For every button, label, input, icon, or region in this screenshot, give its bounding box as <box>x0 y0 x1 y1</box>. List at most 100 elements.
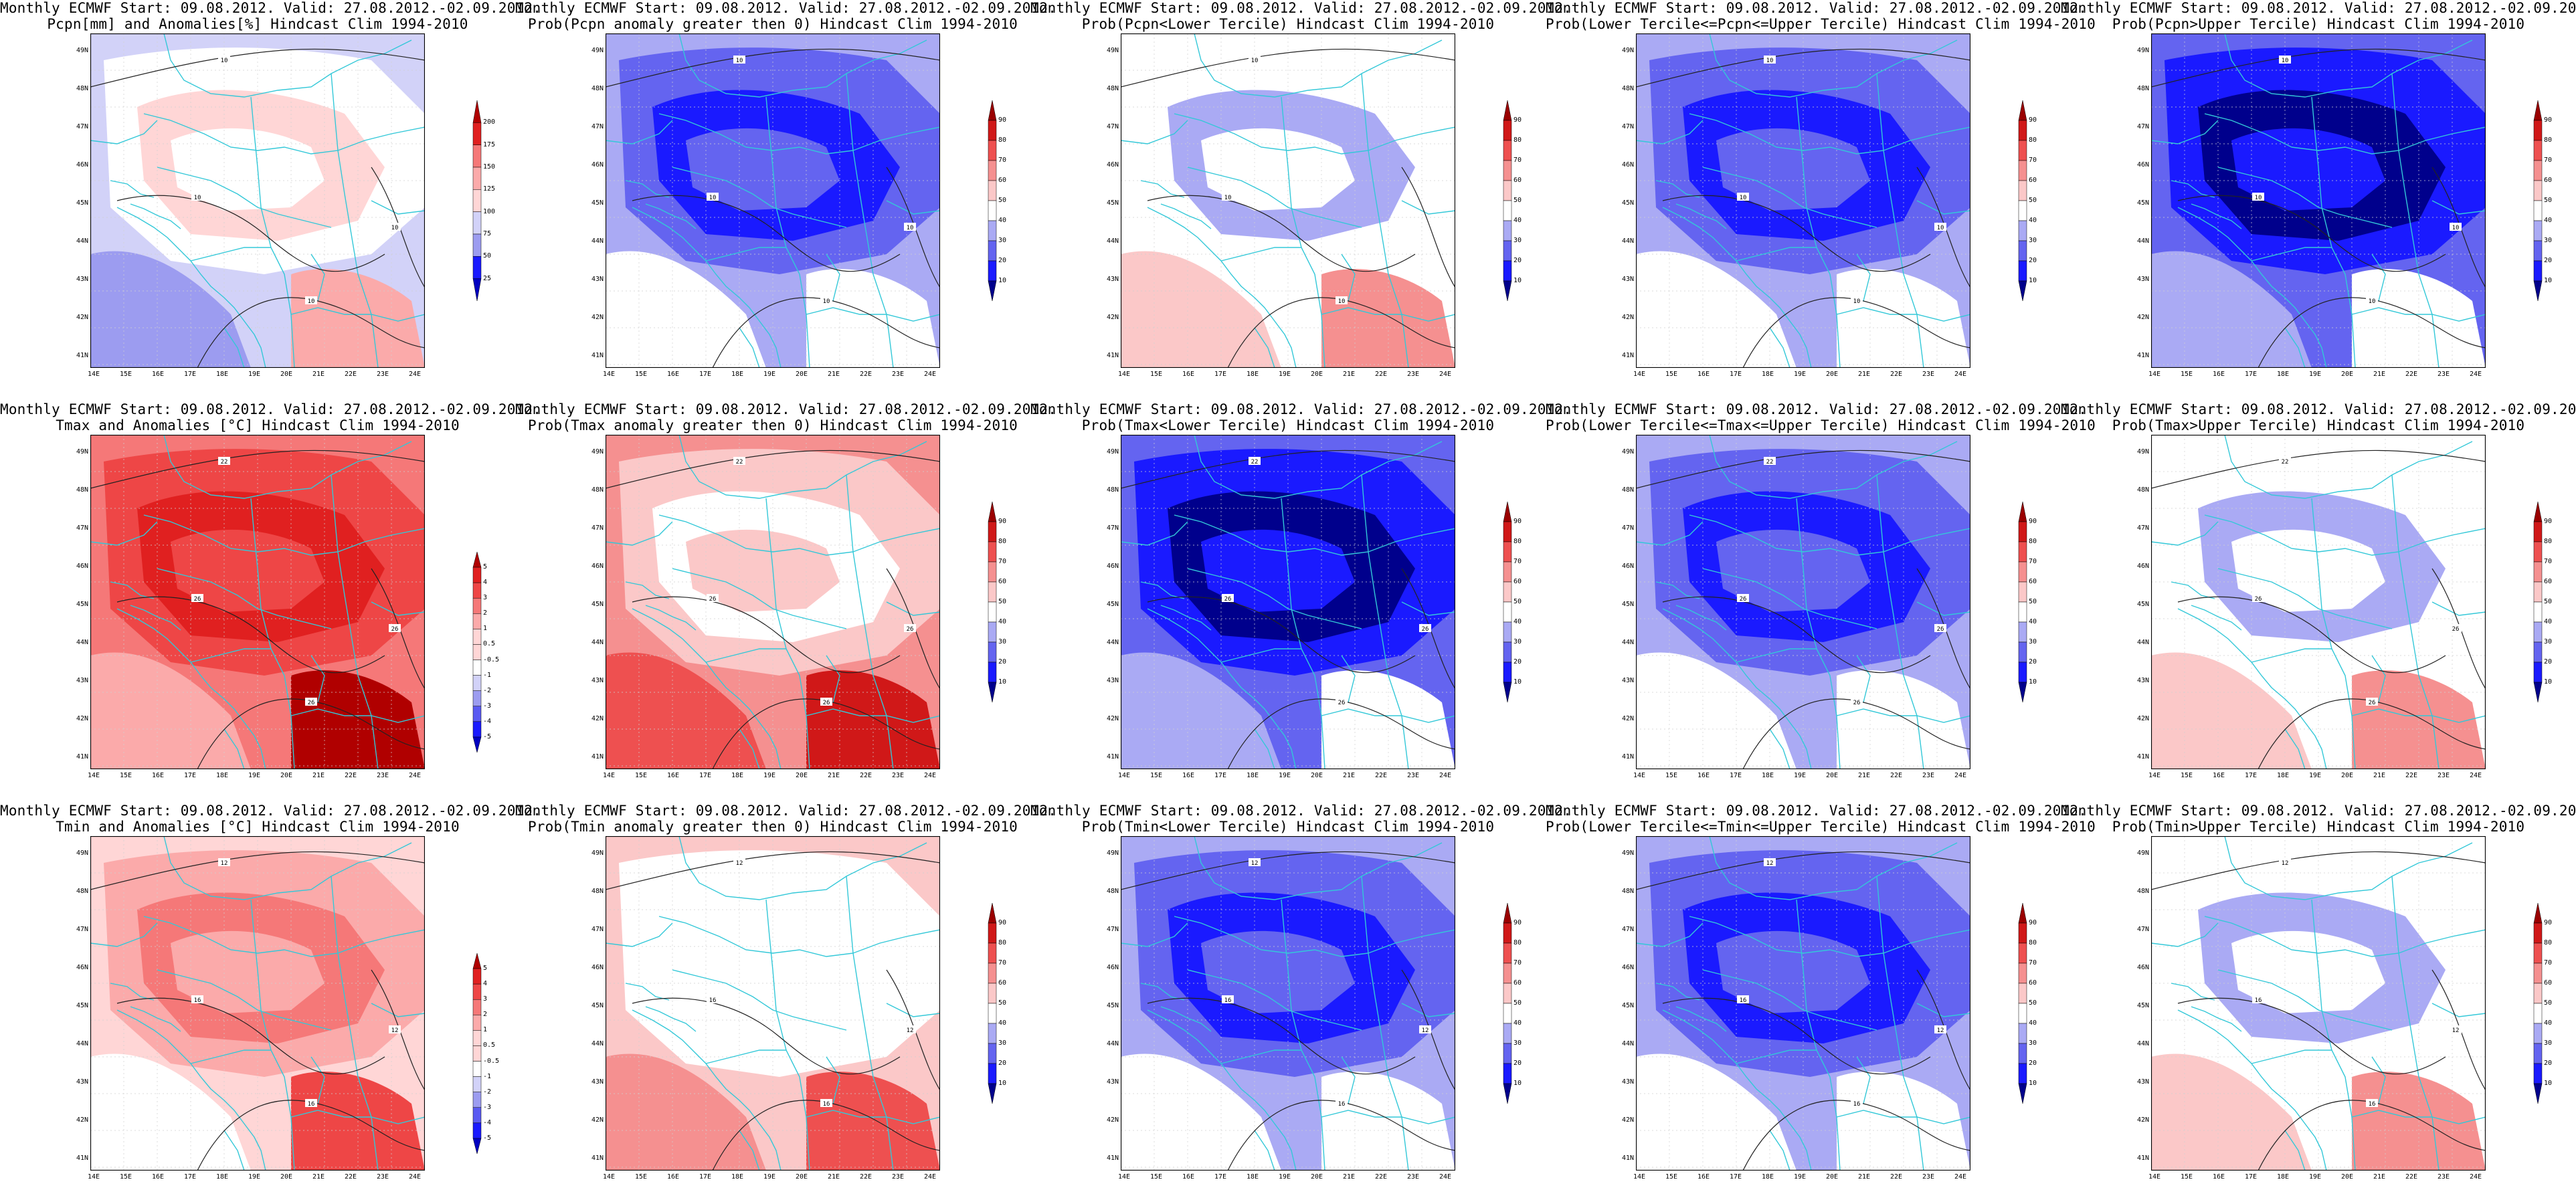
lon-tick-label: 17E <box>1729 1173 1742 1181</box>
colorbar-label: 90 <box>998 116 1007 124</box>
coastline <box>1675 203 1727 229</box>
lon-tick-label: 16E <box>151 371 165 378</box>
coastline <box>116 608 266 769</box>
lat-tick-label: 42N <box>76 314 88 321</box>
contour-label-bg <box>389 223 401 231</box>
lon-tick-label: 23E <box>1406 772 1420 779</box>
lon-tick-label: 16E <box>666 1173 680 1181</box>
lon-tick-label: 14E <box>1117 371 1131 378</box>
colorbar-swatch <box>2018 561 2027 583</box>
lon-tick-label: 19E <box>2308 1173 2322 1181</box>
colorbar-swatch <box>472 211 482 235</box>
map-plot-area: 22 26 26 26 <box>2151 435 2486 769</box>
lon-tick-label: 24E <box>923 371 937 378</box>
lat-tick-label: 47N <box>2136 524 2149 532</box>
map-plot-area: 22 26 26 26 <box>606 435 940 769</box>
contour-line <box>2151 449 2486 489</box>
contour-label-bg <box>904 1025 916 1033</box>
map-plot-area: 12 16 16 12 <box>606 836 940 1171</box>
lon-tick-label: 17E <box>183 772 197 779</box>
colorbar-swatch <box>472 629 482 645</box>
lon-tick-label: 18E <box>1761 371 1774 378</box>
colorbar-swatch <box>1503 200 1512 221</box>
colorbar-label: 30 <box>2029 237 2037 244</box>
contour-label-bg <box>1249 858 1261 866</box>
coastline <box>632 1009 781 1171</box>
shaded-region <box>1716 930 1870 1013</box>
lat-tick-label: 49N <box>1621 448 1634 456</box>
lat-tick-label: 42N <box>591 314 604 321</box>
lon-tick-label: 14E <box>87 1173 100 1181</box>
lon-tick-label: 20E <box>1310 772 1323 779</box>
contour-label: 26 <box>1422 626 1429 633</box>
map-plot-area: 10 10 10 <box>1121 33 1455 368</box>
contour-label-bg <box>2450 624 2462 632</box>
colorbar-swatch <box>472 660 482 676</box>
lon-tick-label: 17E <box>2244 1173 2258 1181</box>
lon-tick-label: 15E <box>2180 772 2193 779</box>
colorbar-label: 10 <box>998 678 1007 686</box>
map-plot-area: 22 26 26 26 <box>1121 435 1455 769</box>
contour-line <box>90 449 425 489</box>
lon-tick-label: 14E <box>1633 371 1646 378</box>
colorbar-label: 20 <box>1513 658 1522 666</box>
coastline <box>290 1110 425 1124</box>
lon-tick-label: 20E <box>280 772 293 779</box>
coastline <box>2224 435 2473 499</box>
contour-label: 26 <box>391 626 399 633</box>
coastline <box>1796 96 1841 368</box>
lon-tick-label: 15E <box>634 1173 648 1181</box>
colorbar-swatch <box>472 968 482 985</box>
coastline <box>826 1056 840 1104</box>
colorbar-swatch <box>2533 641 2543 663</box>
coastline <box>1401 200 1455 215</box>
lon-tick-label: 15E <box>1665 371 1678 378</box>
colorbar-label: 90 <box>998 919 1007 926</box>
contour-label-bg <box>1737 995 1749 1003</box>
coastline <box>632 608 781 769</box>
contour-label-bg <box>904 624 916 632</box>
contour-label: 10 <box>736 58 743 64</box>
colorbar-label: 40 <box>2544 618 2553 625</box>
coastline <box>1689 916 1970 957</box>
colorbar <box>2533 902 2543 1104</box>
coastline <box>1702 568 1877 629</box>
lon-tick-label: 17E <box>2244 371 2258 378</box>
coastline <box>806 1110 940 1124</box>
colorbar-swatch <box>1503 120 1512 141</box>
colorbar-swatch <box>2533 561 2543 583</box>
contour-label: 10 <box>1224 195 1232 201</box>
colorbar-label: 70 <box>2544 558 2553 565</box>
lon-tick-label: 19E <box>1793 772 1807 779</box>
coastline <box>1281 96 1325 368</box>
coastline <box>2204 916 2486 957</box>
contour-label-bg <box>2366 698 2378 706</box>
colorbar-swatch <box>988 120 997 141</box>
contour-label: 12 <box>736 860 743 867</box>
map-frame <box>2151 836 2486 1171</box>
colorbar <box>2018 100 2027 302</box>
contour-label-bg <box>389 1025 401 1033</box>
lon-tick-label: 15E <box>1149 772 1163 779</box>
shaded-region <box>90 652 251 769</box>
lat-tick-label: 48N <box>1621 888 1634 895</box>
lon-tick-label: 24E <box>1439 1173 1452 1181</box>
lon-tick-label: 15E <box>119 772 132 779</box>
coastline <box>606 922 673 947</box>
shaded-region <box>1201 128 1355 211</box>
colorbar-label: 80 <box>1513 538 1522 545</box>
colorbar-arrow <box>2533 682 2543 703</box>
colorbar-label: 4 <box>483 579 488 587</box>
colorbar-label: 80 <box>998 538 1007 545</box>
coastline <box>672 969 847 1031</box>
map-frame <box>606 435 940 769</box>
panel-title-line2: Prob(Pcpn anomaly greater then 0) Hindca… <box>527 16 1018 32</box>
lat-tick-label: 44N <box>2136 237 2149 245</box>
colorbar-arrow <box>2018 682 2027 703</box>
colorbar-label: 50 <box>2544 999 2553 1007</box>
panel-title-line1: Monthly ECMWF Start: 09.08.2012. Valid: … <box>515 803 1057 819</box>
lat-tick-label: 46N <box>76 161 88 169</box>
colorbar-label: 80 <box>2544 538 2553 545</box>
coastline <box>130 203 181 229</box>
contour-line <box>1121 851 1455 890</box>
